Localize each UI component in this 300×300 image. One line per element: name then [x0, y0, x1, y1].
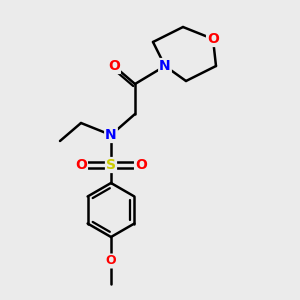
Text: N: N: [159, 59, 171, 73]
Text: O: O: [207, 32, 219, 46]
Text: N: N: [105, 128, 117, 142]
Text: O: O: [75, 158, 87, 172]
Text: S: S: [106, 158, 116, 172]
Text: O: O: [106, 254, 116, 268]
Text: O: O: [108, 59, 120, 73]
Text: O: O: [135, 158, 147, 172]
